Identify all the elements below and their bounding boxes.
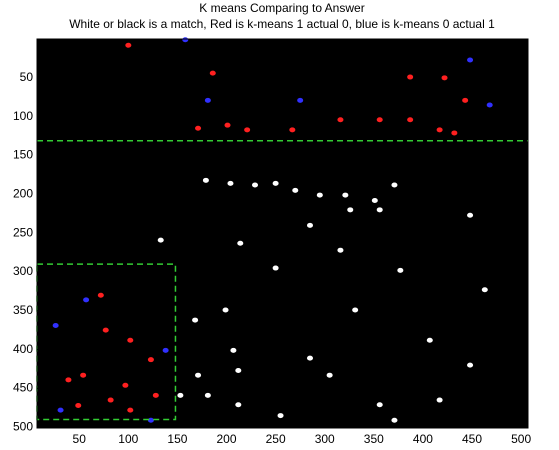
- y-tick-label: 450: [13, 381, 33, 395]
- pixel-blob: [481, 287, 488, 293]
- x-tick-label: 400: [413, 432, 433, 446]
- pixel-blob: [157, 237, 164, 243]
- pixel-blob: [306, 355, 313, 361]
- y-tick-label: 200: [13, 186, 33, 200]
- y-tick-label: 150: [13, 148, 33, 162]
- pixel-blob: [436, 127, 443, 133]
- pixel-blob: [83, 297, 90, 303]
- pixel-blob: [224, 122, 231, 128]
- x-tick-label: 500: [511, 432, 531, 446]
- pixel-blob: [407, 117, 414, 123]
- pixel-blob: [204, 392, 211, 398]
- pixel-blob: [467, 362, 474, 368]
- y-tick-label: 400: [13, 342, 33, 356]
- pixel-blob: [80, 372, 87, 378]
- x-tick-label: 300: [315, 432, 335, 446]
- pixel-blob: [252, 182, 259, 188]
- pixel-blob: [277, 413, 284, 419]
- pixel-blob: [337, 247, 344, 253]
- pixel-blob: [462, 97, 469, 103]
- pixel-blob: [147, 417, 154, 423]
- pixel-blob: [347, 207, 354, 213]
- pixel-blob: [75, 402, 82, 408]
- pixel-blob: [292, 187, 299, 193]
- x-tick-label: 150: [167, 432, 187, 446]
- pixel-blob: [352, 307, 359, 313]
- pixel-blob: [272, 180, 279, 186]
- pixel-blob: [441, 75, 448, 81]
- y-tick-label: 250: [13, 225, 33, 239]
- pixel-blob: [235, 402, 242, 408]
- pixel-blob: [125, 42, 132, 48]
- pixel-blob: [127, 337, 134, 343]
- pixel-blob: [122, 382, 129, 388]
- pixel-blob: [397, 267, 404, 273]
- x-tick-label: 250: [266, 432, 286, 446]
- pixel-blob: [376, 402, 383, 408]
- y-tick-label: 350: [13, 303, 33, 317]
- x-tick-label: 450: [462, 432, 482, 446]
- y-tick-label: 300: [13, 264, 33, 278]
- pixel-blob: [57, 407, 64, 413]
- pixel-blob: [297, 97, 304, 103]
- pixel-blob: [289, 127, 296, 133]
- y-tick-label: 100: [13, 109, 33, 123]
- pixel-blob: [391, 182, 398, 188]
- pixel-blob: [127, 407, 134, 413]
- pixel-blob: [342, 192, 349, 198]
- pixel-blob: [426, 337, 433, 343]
- pixel-blob: [152, 392, 159, 398]
- pixel-blob: [195, 125, 202, 131]
- pixel-blob: [209, 70, 216, 76]
- pixel-blob: [316, 192, 323, 198]
- dashed-box: [36, 263, 177, 421]
- pixel-blob: [376, 207, 383, 213]
- pixel-blob: [102, 327, 109, 333]
- pixel-blob: [107, 397, 114, 403]
- pixel-blob: [467, 57, 474, 63]
- pixel-blob: [162, 347, 169, 353]
- pixel-blob: [237, 240, 244, 246]
- pixel-blob: [272, 265, 279, 271]
- pixel-blob: [222, 307, 229, 313]
- chart-subtitle: White or black is a match, Red is k-mean…: [69, 17, 495, 31]
- pixel-blob: [182, 37, 189, 43]
- pixel-blob: [230, 347, 237, 353]
- pixel-blob: [337, 117, 344, 123]
- pixel-blob: [486, 102, 493, 108]
- plot-area: [37, 39, 528, 428]
- pixel-blob: [436, 397, 443, 403]
- pixel-blob: [371, 198, 378, 204]
- chart-title: K means Comparing to Answer: [199, 1, 364, 15]
- pixel-blob: [467, 212, 474, 218]
- pixel-blob: [391, 417, 398, 423]
- pixel-blob: [204, 97, 211, 103]
- pixel-blob: [192, 317, 199, 323]
- pixel-blob: [52, 323, 59, 329]
- pixel-blob: [177, 392, 184, 398]
- pixel-blob: [306, 222, 313, 228]
- pixel-blob: [65, 377, 72, 383]
- x-tick-label: 100: [118, 432, 138, 446]
- pixel-blob: [376, 117, 383, 123]
- pixel-blob: [235, 368, 242, 374]
- y-tick-label: 500: [13, 419, 33, 433]
- pixel-blob: [244, 127, 251, 133]
- x-tick-label: 50: [73, 432, 87, 446]
- pixel-blob: [202, 177, 209, 183]
- pixel-blob: [407, 74, 414, 80]
- pixel-blob: [451, 130, 458, 136]
- x-tick-label: 200: [217, 432, 237, 446]
- pixel-blob: [227, 180, 234, 186]
- pixel-blob: [147, 357, 154, 363]
- pixel-blob: [326, 372, 333, 378]
- pixel-blob: [97, 292, 104, 298]
- x-tick-label: 350: [364, 432, 384, 446]
- y-tick-label: 50: [20, 70, 34, 84]
- pixel-blob: [195, 372, 202, 378]
